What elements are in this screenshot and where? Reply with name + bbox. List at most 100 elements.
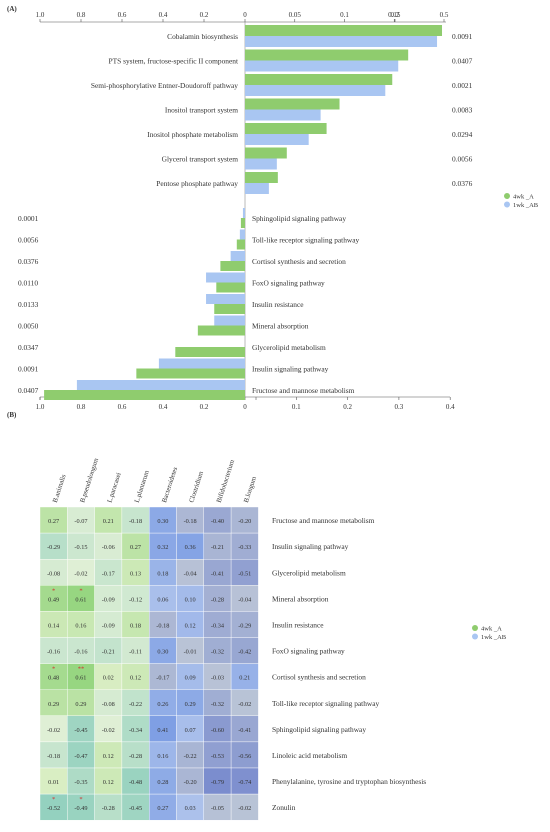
heatmap-cell-value: 0.06	[157, 596, 168, 603]
heatmap-cell-value: -0.56	[238, 753, 251, 760]
heatmap-cell	[176, 611, 204, 638]
heatmap-cell-value: 0.29	[48, 701, 59, 708]
heatmap-row-label: Phenylalanine, tyrosine and tryptophan b…	[272, 777, 426, 786]
heatmap-cell-value: -0.16	[74, 649, 87, 656]
heatmap-significance-mark: **	[78, 666, 85, 673]
heatmap-cell-value: -0.45	[129, 805, 142, 812]
heatmap-cell-value: 0.27	[157, 805, 168, 812]
heatmap-cell	[67, 637, 95, 664]
bar-4wk-a	[245, 98, 340, 110]
heatmap-cell-value: -0.20	[184, 779, 197, 786]
heatmap-cell-value: -0.32	[211, 701, 224, 708]
heatmap-cell	[67, 663, 95, 690]
heatmap-cell	[39, 611, 68, 638]
heatmap-cell-value: -0.02	[102, 727, 115, 734]
bar-1wk-ab	[76, 380, 246, 390]
legend-marker-1wk-ab	[504, 201, 510, 208]
bar-1wk-ab	[245, 36, 438, 47]
heatmap-cell-value: -0.09	[102, 622, 115, 629]
pathway-label: Cobalamin biosynthesis	[167, 32, 238, 41]
bar-4wk-a	[214, 304, 245, 314]
heatmap-cell-value: 0.61	[75, 596, 86, 603]
heatmap-cell	[176, 793, 204, 821]
heatmap-significance-mark: *	[52, 796, 55, 803]
heatmap-cell	[94, 793, 123, 821]
pathway-label: Inositol phosphate metabolism	[147, 130, 238, 139]
heatmap-cell-value: -0.28	[102, 805, 115, 812]
bar-1wk-ab	[245, 134, 309, 145]
bar-4wk-a	[44, 390, 245, 400]
heatmap-row-label: Fructose and mannose metabolism	[272, 516, 375, 525]
heatmap-cell-value: -0.29	[47, 544, 60, 551]
heatmap-cell	[203, 611, 232, 638]
pathway-label: FoxO signaling pathway	[252, 279, 325, 288]
heatmap-cell-value: 0.27	[130, 544, 141, 551]
heatmap-cell	[94, 559, 123, 586]
heatmap-cell-value: 0.29	[75, 701, 86, 708]
legend-marker-1wk-ab	[472, 633, 478, 640]
heatmap-cell	[176, 585, 204, 612]
top-axis-tick-label: 0.1	[340, 11, 349, 19]
heatmap-cell	[176, 506, 204, 534]
bottom-axis-tick-label: 0.4	[446, 403, 455, 411]
heatmap-cell	[230, 741, 259, 769]
top-axis-tick-label: 0.8	[77, 11, 86, 19]
heatmap-cell	[148, 663, 177, 690]
bar-1wk-ab	[245, 85, 386, 96]
heatmap-cell-value: -0.06	[102, 544, 115, 551]
pathway-label: Toll-like receptor signaling pathway	[252, 236, 360, 245]
top-axis-tick-label: 0.4	[159, 11, 168, 19]
heatmap-cell-value: 0.12	[103, 753, 114, 760]
heatmap-cell	[67, 532, 95, 560]
p-value-label: 0.0376	[18, 257, 39, 266]
heatmap-cell	[67, 767, 95, 795]
p-value-label: 0.0021	[452, 81, 473, 90]
pathway-label: PTS system, fructose-specific II compone…	[108, 57, 238, 66]
legend-label: 4wk _A	[513, 194, 534, 201]
top-axis-tick-label: 0.05	[289, 11, 302, 19]
heatmap-cell-value: -0.08	[47, 570, 60, 577]
bar-1wk-ab	[245, 158, 277, 170]
heatmap-cell-value: 0.02	[103, 675, 114, 682]
pathway-label: Insulin resistance	[252, 300, 304, 309]
p-value-label: 0.0294	[452, 130, 473, 139]
heatmap-row-label: Mineral absorption	[272, 594, 329, 603]
legend-marker-4wk-a	[504, 193, 510, 199]
heatmap-cell-value: -0.22	[129, 701, 142, 708]
heatmap-cell-value: 0.18	[130, 622, 141, 629]
heatmap-cell-value: -0.11	[129, 649, 142, 656]
bar-4wk-a	[245, 49, 409, 61]
panel-a-diverging-bar-chart: 1.0 0.8 0.6 0.4 0.2 0 0.05 0.1 0.150.2 0.51.0 0.8 0…	[18, 11, 539, 411]
heatmap-cell	[39, 506, 68, 534]
bottom-axis-tick-label: 1.0	[36, 403, 45, 411]
heatmap-cell	[67, 741, 95, 769]
heatmap-cell	[230, 532, 259, 560]
heatmap-cell-value: -0.34	[211, 622, 225, 629]
pathway-label: Glycerolipid metabolism	[252, 343, 326, 352]
heatmap-row-label: Glycerolipid metabolism	[272, 568, 346, 577]
heatmap-cell	[39, 559, 68, 586]
legend-label: 4wk _A	[481, 626, 502, 633]
heatmap-cell-value: -0.33	[238, 544, 251, 551]
heatmap-cell	[176, 637, 204, 664]
heatmap-cell-value: -0.01	[184, 649, 197, 656]
heatmap-cell	[94, 689, 123, 717]
heatmap-cell-value: 0.41	[157, 727, 168, 734]
heatmap-cell	[121, 793, 150, 821]
heatmap-cell	[94, 532, 123, 560]
pathway-label: Mineral absorption	[252, 322, 309, 331]
pathway-label: Glycerol transport system	[162, 155, 239, 164]
heatmap-cell-value: -0.04	[184, 570, 198, 577]
heatmap-cell-value: -0.02	[74, 570, 87, 577]
heatmap-significance-mark: *	[52, 587, 55, 594]
p-value-label: 0.0110	[18, 279, 38, 288]
heatmap-cell-value: 0.29	[185, 701, 196, 708]
heatmap-cell	[176, 715, 204, 743]
heatmap-cell-value: -0.17	[156, 675, 169, 682]
top-axis-tick-label: 0	[243, 11, 247, 19]
pathway-label: Insulin signaling pathway	[252, 365, 329, 374]
p-value-label: 0.0083	[452, 106, 473, 115]
heatmap-cell-value: -0.79	[211, 779, 224, 786]
